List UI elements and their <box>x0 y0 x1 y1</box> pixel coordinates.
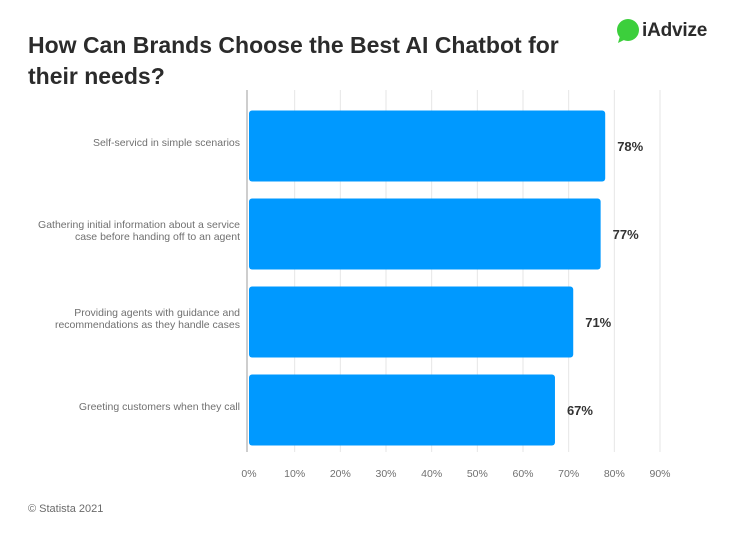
category-label: recommendations as they handle cases <box>55 319 240 331</box>
x-tick-label: 70% <box>558 468 579 480</box>
category-label: Self-servicd in simple scenarios <box>93 137 240 149</box>
x-tick-label: 80% <box>604 468 625 480</box>
x-tick-label: 60% <box>512 468 533 480</box>
chart-title: How Can Brands Choose the Best AI Chatbo… <box>28 32 559 89</box>
value-label: 77% <box>613 227 639 242</box>
value-label: 78% <box>617 139 643 154</box>
category-label: Providing agents with guidance and <box>74 307 240 319</box>
x-tick-label: 50% <box>467 468 488 480</box>
bar <box>249 286 574 358</box>
bar <box>249 374 555 446</box>
x-tick-label: 30% <box>375 468 396 480</box>
source-note: © Statista 2021 <box>28 503 104 515</box>
chat-bubble-icon <box>617 19 639 43</box>
x-tick-label: 0% <box>241 468 256 480</box>
category-label: case before handing off to an agent <box>75 231 240 243</box>
logo-text: iAdvize <box>642 20 708 41</box>
x-tick-label: 40% <box>421 468 442 480</box>
category-label: Gathering initial information about a se… <box>38 219 240 231</box>
x-tick-label: 90% <box>649 468 670 480</box>
iadvize-logo: iAdvize <box>615 18 707 44</box>
category-label: Greeting customers when they call <box>79 401 240 413</box>
value-label: 71% <box>585 315 611 330</box>
x-tick-label: 10% <box>284 468 305 480</box>
bar <box>249 110 606 182</box>
x-tick-label: 20% <box>330 468 351 480</box>
value-label: 67% <box>567 403 593 418</box>
bar <box>249 198 601 270</box>
